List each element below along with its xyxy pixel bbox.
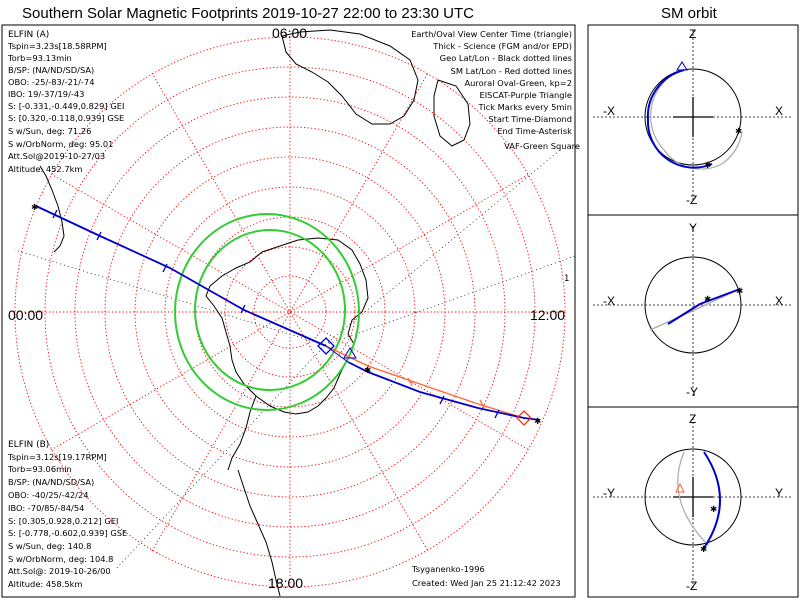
australia-coastline (281, 29, 419, 125)
elfin-b-info: ELFIN (B) Tspin=3.12s[19.17RPM] Torb=93.… (7, 440, 127, 589)
south-america-coastline (237, 469, 281, 597)
svg-text:✱: ✱ (710, 505, 717, 515)
elfin-a-footprint-track-2 (347, 361, 541, 421)
legend-line-3: SM Lat/Lon - Red dotted lines (451, 66, 572, 76)
orbit-yz-bottom: -Z (686, 579, 697, 593)
elfin-a-line-7: S w/Sun, deg: 71.26 (8, 126, 91, 136)
svg-text:✱: ✱ (704, 161, 711, 171)
orbit-title: SM orbit (661, 5, 718, 22)
svg-text:✱: ✱ (736, 287, 743, 297)
elfin-a-tick-marks (52, 209, 500, 419)
legend-line-7: Start Time-Diamond (488, 114, 572, 124)
elfin-tracks: ✱ ✱ ✱ (31, 203, 541, 427)
africa-coastline (39, 165, 65, 253)
view-center-triangle (343, 347, 357, 359)
elfin-a-line-0: Tspin=3.23s[18.58RPM] (7, 41, 107, 51)
elfin-a-line-6: S: [0.320,-0.118,0.939] GSE (8, 113, 124, 123)
clock-label-right: 12:00 (530, 307, 565, 323)
orbit-panel-xy: ✱ ✱ Y -Y -X X (593, 221, 793, 399)
elfin-a-line-8: S w/OrbNorm, deg: 95.01 (8, 139, 113, 149)
model-credit: Tsyganenko-1996 (411, 564, 485, 574)
elfin-a-line-9: Att.Sol@2019-10-27/03 (8, 151, 105, 161)
legend-line-6: Tick Marks every 5min (477, 102, 572, 112)
auroral-oval (174, 213, 360, 411)
elfin-a-end-asterisk-2: ✱ (534, 417, 541, 427)
figure-title: Southern Solar Magnetic Footprints 2019-… (22, 5, 474, 22)
elfin-b-line-10: Altitude: 458.5km (8, 579, 83, 589)
orbit-xy-left: -X (603, 294, 615, 308)
elfin-a-line-2: B/SP: (NA/ND/SD/SA) (8, 65, 94, 75)
orbit-yz-right: Y (775, 486, 783, 500)
orbit-panel-yz: ✱ ✱ Z -Z -Y Y (593, 412, 793, 593)
clock-label-top: 06:00 (272, 25, 307, 41)
antarctica-coastline (205, 237, 369, 415)
elfin-a-line-10: Altitude: 452.7km (8, 164, 83, 174)
orbit-xz-right: X (775, 104, 783, 118)
elfin-b-line-1: Torb=93.06min (7, 464, 72, 474)
orbit-panel-yz-frame (587, 406, 799, 598)
elfin-b-line-3: OBO: -40/25/-42/24 (8, 490, 89, 500)
orbit-xy-top: Y (689, 221, 697, 235)
elfin-b-line-0: Tspin=3.12s[19.17RPM] (7, 452, 107, 462)
legend-line-4: Auroral Oval-Green, kp=2 (464, 78, 572, 88)
svg-text:✱: ✱ (700, 545, 707, 555)
map-panel-frame (1, 24, 576, 598)
elfin-a-header: ELFIN (A) (8, 30, 49, 40)
elfin-b-header: ELFIN (B) (8, 440, 49, 450)
legend-line-2: Geo Lat/Lon - Black dotted lines (440, 53, 572, 63)
elfin-b-line-5: S: [0.305,0.928,0.212] GEI (8, 516, 118, 526)
polar-map: ✱ ✱ ✱ 06:00 00:00 12:00 18:00 1 (8, 25, 576, 597)
elfin-b-tick-marks (407, 377, 485, 409)
legend: Earth/Oval View Center Time (triangle) T… (411, 29, 580, 151)
grid-label: 1 (564, 274, 569, 284)
orbit-panel-xz: ✱ ✱ Z -Z -X X (593, 27, 793, 207)
elfin-b-line-8: S w/OrbNorm, deg: 104.8 (8, 554, 113, 564)
legend-line-0: Earth/Oval View Center Time (triangle) (411, 29, 572, 39)
elfin-b-line-6: S: [-0.778,-0.602,0.939] GSE (8, 528, 127, 538)
svg-text:✱: ✱ (704, 295, 711, 305)
elfin-b-line-7: S w/Sun, deg: 140.8 (8, 541, 91, 551)
tasmania-coastline (433, 79, 471, 147)
orbit-xz-top: Z (689, 27, 696, 41)
orbit-xz-bottom: -Z (686, 193, 697, 207)
elfin-a-info: ELFIN (A) Tspin=3.23s[18.58RPM] Torb=93.… (7, 30, 124, 174)
elfin-a-end-asterisk: ✱ (31, 203, 38, 213)
legend-line-8: End Time-Asterisk (497, 126, 572, 136)
orbit-xz-left: -X (603, 104, 615, 118)
orbit-yz-top: Z (689, 412, 696, 426)
orbit-xy-bottom: -Y (686, 385, 698, 399)
legend-line-9: VAF-Green Square (504, 141, 580, 151)
elfin-a-start-diamond (317, 337, 335, 355)
legend-line-1: Thick - Science (FGM and/or EPD) (432, 41, 572, 51)
clock-label-left: 00:00 (8, 307, 43, 323)
elfin-a-mid-asterisk: ✱ (364, 366, 371, 376)
svg-text:✱: ✱ (735, 127, 742, 137)
elfin-a-line-5: S: [-0.331,-0.449,0.829] GEI (8, 101, 124, 111)
orbit-xy-right: X (775, 294, 783, 308)
sm-latlon-grid (14, 36, 566, 588)
elfin-a-line-3: OBO: -25/-83/-21/-74 (8, 77, 95, 87)
elfin-a-line-1: Torb=93.13min (7, 53, 72, 63)
elfin-b-line-9: Att.Sol@: 2019-10-26/00 (8, 566, 111, 576)
elfin-b-line-2: B/SP: (NA/ND/SD/SA) (8, 477, 94, 487)
legend-line-5: EISCAT-Purple Triangle (479, 90, 572, 100)
elfin-a-line-4: IBO: 19/-37/19/-43 (8, 89, 84, 99)
elfin-b-line-4: IBO: -70/85/-84/54 (8, 503, 84, 513)
elfin-b-start-diamond (516, 410, 532, 426)
elfin-a-footprint-track (35, 205, 327, 347)
map-center-marker-line (325, 345, 349, 363)
created-timestamp: Created: Wed Jan 25 21:12:42 2023 (412, 578, 561, 588)
orbit-yz-left: -Y (603, 486, 615, 500)
geo-latlon-grid (14, 149, 576, 571)
clock-label-bottom: 18:00 (268, 575, 303, 591)
